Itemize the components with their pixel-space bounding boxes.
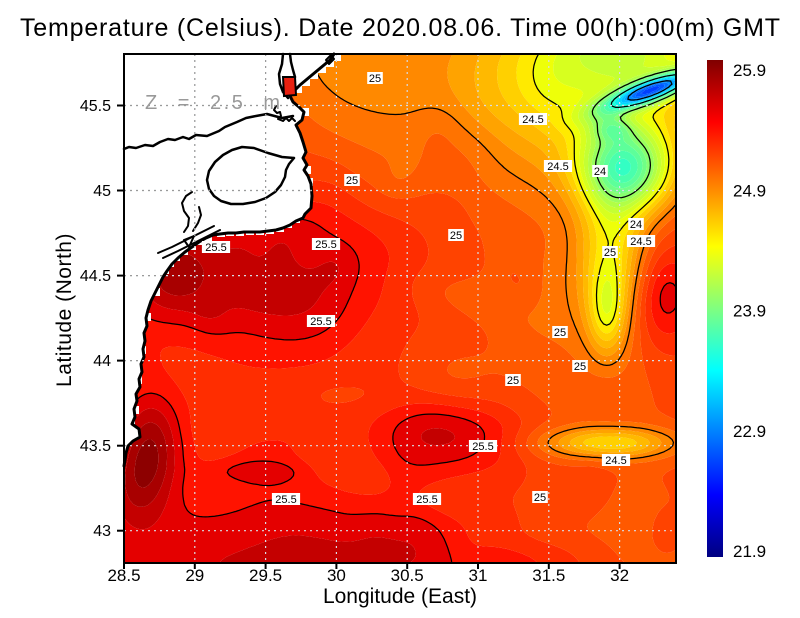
svg-text:28.5: 28.5 <box>107 566 140 585</box>
svg-text:45: 45 <box>93 183 111 200</box>
svg-text:31: 31 <box>469 566 488 585</box>
svg-text:23.9: 23.9 <box>733 302 766 321</box>
svg-text:25: 25 <box>507 375 519 387</box>
svg-text:29: 29 <box>185 566 204 585</box>
svg-text:Z = 2.5 m: Z = 2.5 m <box>145 92 283 114</box>
svg-text:25: 25 <box>554 327 566 339</box>
svg-text:25.5: 25.5 <box>416 494 437 506</box>
svg-text:25.5: 25.5 <box>472 441 493 453</box>
svg-text:25: 25 <box>450 230 462 242</box>
svg-text:44.5: 44.5 <box>80 268 111 285</box>
svg-text:Longitude (East): Longitude (East) <box>323 585 477 608</box>
svg-text:21.9: 21.9 <box>733 542 766 561</box>
svg-text:25.5: 25.5 <box>310 316 331 328</box>
svg-text:43.5: 43.5 <box>80 438 111 455</box>
svg-text:44: 44 <box>93 353 111 370</box>
svg-text:25: 25 <box>574 361 586 373</box>
svg-text:43: 43 <box>93 523 111 540</box>
svg-text:31.5: 31.5 <box>532 566 565 585</box>
svg-text:25.9: 25.9 <box>733 61 766 80</box>
svg-text:29.5: 29.5 <box>249 566 282 585</box>
svg-text:24.5: 24.5 <box>547 161 568 173</box>
svg-text:45.5: 45.5 <box>80 98 111 115</box>
svg-text:25: 25 <box>369 73 381 85</box>
svg-text:24.5: 24.5 <box>630 236 651 248</box>
svg-text:24.5: 24.5 <box>522 114 543 126</box>
svg-text:Latitude (North): Latitude (North) <box>53 233 76 387</box>
svg-text:25.5: 25.5 <box>315 239 336 251</box>
svg-text:25: 25 <box>534 492 546 504</box>
svg-text:30: 30 <box>327 566 346 585</box>
svg-text:24.9: 24.9 <box>733 181 766 200</box>
svg-text:22.9: 22.9 <box>733 422 766 441</box>
svg-text:25: 25 <box>346 175 358 187</box>
svg-text:32: 32 <box>610 566 629 585</box>
svg-text:25: 25 <box>604 247 616 259</box>
svg-text:24.5: 24.5 <box>605 455 626 467</box>
svg-text:Temperature (Celsius). Date 20: Temperature (Celsius). Date 2020.08.06. … <box>20 14 781 42</box>
svg-text:24: 24 <box>630 219 642 231</box>
svg-text:24: 24 <box>594 166 606 178</box>
svg-text:25.5: 25.5 <box>205 242 226 254</box>
svg-text:25.5: 25.5 <box>275 494 296 506</box>
svg-text:30.5: 30.5 <box>391 566 424 585</box>
